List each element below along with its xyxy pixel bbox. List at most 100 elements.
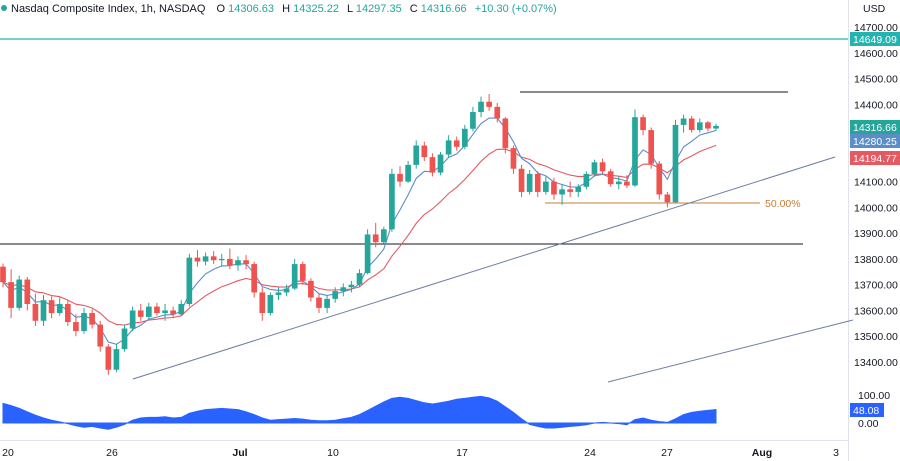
candle-up[interactable] bbox=[283, 288, 290, 293]
oscillator-tick-label: 100.00 bbox=[858, 390, 890, 402]
candle-up[interactable] bbox=[478, 101, 484, 113]
candle-up[interactable] bbox=[16, 279, 23, 308]
candle-down[interactable] bbox=[251, 264, 258, 293]
candle-down[interactable] bbox=[688, 118, 695, 131]
candle-up[interactable] bbox=[40, 300, 47, 321]
candle-down[interactable] bbox=[227, 258, 233, 266]
candle-up[interactable] bbox=[461, 128, 468, 147]
candle-down[interactable] bbox=[137, 310, 144, 317]
oscillator-area bbox=[2, 395, 717, 430]
candle-up[interactable] bbox=[559, 189, 565, 195]
candle-down[interactable] bbox=[97, 324, 104, 347]
candle-down[interactable] bbox=[534, 173, 541, 192]
candle-down[interactable] bbox=[502, 118, 509, 149]
candle-up[interactable] bbox=[348, 284, 355, 288]
candle-up[interactable] bbox=[526, 173, 533, 192]
candle-down[interactable] bbox=[510, 148, 517, 169]
price-tick-label: 14100.00 bbox=[854, 177, 898, 189]
candle-down[interactable] bbox=[299, 264, 306, 281]
candle-down[interactable] bbox=[429, 157, 436, 173]
candle-up[interactable] bbox=[202, 256, 209, 262]
candle-up[interactable] bbox=[543, 181, 549, 192]
candle-down[interactable] bbox=[551, 181, 557, 195]
price-tick-label: 14600.00 bbox=[854, 48, 898, 60]
candle-up[interactable] bbox=[218, 258, 225, 261]
candle-down[interactable] bbox=[8, 282, 14, 308]
candle-up[interactable] bbox=[56, 304, 63, 314]
candle-down[interactable] bbox=[372, 234, 379, 243]
candle-up[interactable] bbox=[405, 164, 411, 182]
candle-up[interactable] bbox=[437, 154, 444, 173]
candle-down[interactable] bbox=[210, 256, 217, 261]
candle-up[interactable] bbox=[146, 306, 152, 317]
candle-down[interactable] bbox=[648, 130, 655, 164]
candle-up[interactable] bbox=[356, 273, 363, 285]
candle-down[interactable] bbox=[486, 101, 492, 107]
candle-down[interactable] bbox=[170, 310, 176, 315]
currency-label: USD bbox=[863, 3, 886, 15]
candle-down[interactable] bbox=[453, 140, 460, 147]
last-price-text: 14316.66 bbox=[853, 122, 897, 134]
time-tick-label: 10 bbox=[327, 447, 339, 459]
candle-down[interactable] bbox=[48, 300, 55, 314]
candle-up[interactable] bbox=[672, 124, 679, 203]
candle-down[interactable] bbox=[89, 313, 95, 325]
candle-up[interactable] bbox=[81, 313, 87, 332]
candle-up[interactable] bbox=[113, 349, 120, 370]
candle-up[interactable] bbox=[380, 229, 387, 243]
candle-up[interactable] bbox=[680, 118, 687, 125]
candle-down[interactable] bbox=[259, 292, 266, 314]
candle-down[interactable] bbox=[73, 322, 79, 332]
candle-down[interactable] bbox=[24, 279, 31, 305]
candle-down[interactable] bbox=[397, 173, 403, 182]
candle-up[interactable] bbox=[162, 310, 168, 314]
candle-up[interactable] bbox=[129, 310, 136, 329]
candle-down[interactable] bbox=[607, 171, 614, 185]
candle-up[interactable] bbox=[389, 173, 395, 230]
candle-up[interactable] bbox=[235, 260, 241, 266]
candle-down[interactable] bbox=[599, 162, 606, 172]
candle-up[interactable] bbox=[267, 295, 274, 314]
candle-up[interactable] bbox=[340, 287, 347, 292]
candle-up[interactable] bbox=[713, 125, 719, 129]
candle-down[interactable] bbox=[243, 260, 249, 265]
candle-up[interactable] bbox=[583, 173, 590, 187]
candle-up[interactable] bbox=[696, 122, 703, 131]
candle-up[interactable] bbox=[470, 112, 476, 129]
candle-up[interactable] bbox=[291, 264, 298, 289]
candle-down[interactable] bbox=[518, 168, 525, 192]
rising-trendline[interactable] bbox=[132, 156, 836, 380]
candle-up[interactable] bbox=[186, 257, 193, 305]
candle-down[interactable] bbox=[194, 257, 201, 262]
candle-down[interactable] bbox=[421, 145, 428, 158]
candle-down[interactable] bbox=[494, 106, 501, 119]
candle-down[interactable] bbox=[316, 297, 322, 308]
candle-down[interactable] bbox=[308, 280, 314, 298]
parallel-channel-line[interactable] bbox=[607, 319, 854, 383]
candle-up[interactable] bbox=[332, 291, 339, 299]
candle-up[interactable] bbox=[632, 117, 638, 186]
candle-down[interactable] bbox=[640, 117, 646, 131]
candle-up[interactable] bbox=[178, 304, 185, 315]
candle-up[interactable] bbox=[275, 292, 282, 295]
candle-up[interactable] bbox=[591, 162, 598, 174]
price-tick-label: 14500.00 bbox=[854, 74, 898, 86]
candle-up[interactable] bbox=[615, 181, 622, 185]
candle-down[interactable] bbox=[656, 163, 663, 195]
candle-down[interactable] bbox=[0, 266, 6, 283]
candle-down[interactable] bbox=[624, 181, 630, 186]
candle-down[interactable] bbox=[64, 304, 71, 323]
candle-down[interactable] bbox=[154, 306, 160, 314]
candle-up[interactable] bbox=[445, 140, 452, 155]
candle-down[interactable] bbox=[705, 122, 711, 129]
candle-down[interactable] bbox=[105, 346, 112, 370]
candle-up[interactable] bbox=[324, 298, 330, 308]
candle-down[interactable] bbox=[32, 304, 39, 321]
candle-down[interactable] bbox=[567, 189, 573, 192]
candle-down[interactable] bbox=[664, 194, 671, 203]
candle-up[interactable] bbox=[575, 186, 582, 192]
candle-up[interactable] bbox=[121, 328, 128, 350]
candle-up[interactable] bbox=[364, 234, 371, 274]
candle-up[interactable] bbox=[413, 145, 420, 165]
